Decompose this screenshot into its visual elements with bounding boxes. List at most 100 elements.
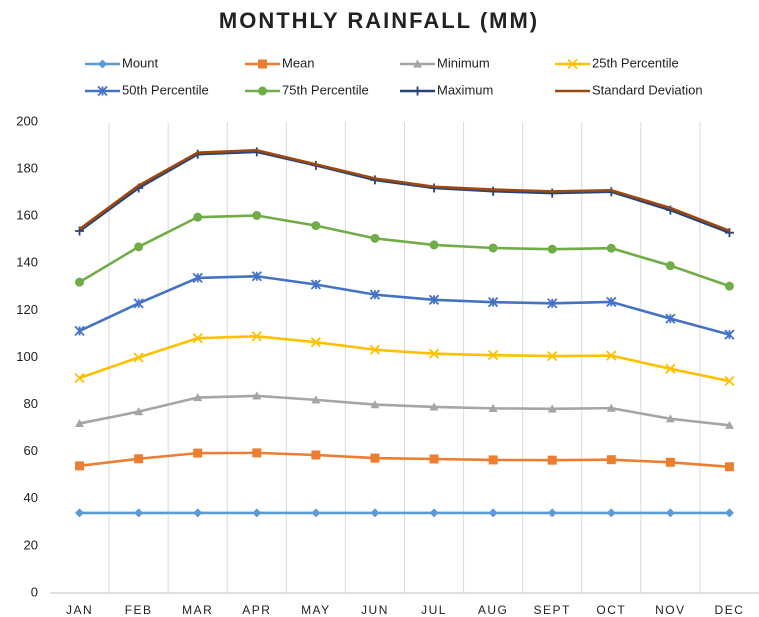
point (370, 233, 380, 243)
point (547, 244, 557, 254)
point (429, 240, 439, 250)
point (487, 297, 499, 308)
point (252, 391, 262, 400)
point (724, 508, 734, 518)
point (724, 281, 734, 291)
legend-label: 25th Percentile (592, 55, 679, 70)
y-tick-label: 60 (24, 443, 38, 458)
point (665, 414, 675, 423)
point (724, 462, 734, 472)
point (311, 395, 321, 404)
point (429, 508, 439, 518)
line (79, 335, 730, 383)
legend-marker (98, 59, 107, 69)
point (488, 186, 498, 196)
point (606, 508, 616, 518)
point (192, 333, 203, 344)
point (547, 350, 558, 362)
point (311, 221, 321, 231)
point (133, 352, 144, 363)
point (193, 508, 203, 518)
x-tick-label: JUL (421, 603, 447, 617)
x-tick-label: NOV (655, 603, 686, 617)
y-tick-label: 120 (16, 302, 38, 317)
point (428, 348, 440, 359)
line (79, 394, 730, 427)
point (369, 289, 381, 300)
x-tick-label: FEB (125, 603, 153, 617)
point (488, 508, 498, 518)
point (133, 298, 144, 309)
point (134, 242, 144, 252)
point (606, 350, 617, 361)
point (665, 261, 675, 271)
x-tick-label: MAR (182, 603, 213, 617)
y-tick-label: 160 (16, 208, 38, 223)
legend-marker (258, 59, 267, 69)
point (251, 331, 262, 342)
point (488, 455, 498, 465)
point (193, 212, 203, 222)
point (487, 350, 499, 361)
line (78, 274, 730, 336)
point (75, 277, 85, 287)
point (252, 210, 262, 220)
point (665, 363, 676, 374)
y-tick-label: 180 (16, 161, 38, 176)
legend-label: Mount (122, 55, 159, 70)
legend-label: Mean (282, 55, 315, 70)
x-tick-label: DEC (715, 603, 745, 617)
x-tick-label: AUG (478, 603, 509, 617)
point (429, 402, 439, 411)
point (488, 403, 498, 412)
point (606, 403, 616, 412)
legend-label: 50th Percentile (122, 82, 209, 97)
legend-label: Minimum (437, 55, 490, 70)
point (251, 271, 262, 282)
line (78, 148, 730, 233)
point (193, 448, 203, 458)
line (78, 214, 730, 288)
x-tick-label: JUN (361, 603, 389, 617)
point (74, 325, 85, 337)
point (547, 404, 557, 413)
point (665, 457, 675, 467)
point (134, 454, 144, 464)
point (311, 508, 321, 518)
y-tick-label: 40 (24, 490, 38, 505)
point (370, 453, 380, 463)
legend-marker (97, 85, 108, 97)
point (665, 508, 675, 518)
point (606, 296, 617, 308)
point (547, 298, 558, 309)
legend-label: Maximum (437, 82, 493, 97)
point (724, 375, 735, 387)
point (724, 329, 735, 340)
x-tick-label: MAY (301, 603, 331, 617)
point (724, 420, 734, 429)
point (606, 243, 616, 253)
point (370, 400, 380, 409)
point (429, 454, 439, 464)
y-tick-label: 100 (16, 349, 38, 364)
y-tick-label: 140 (16, 255, 38, 270)
point (192, 272, 203, 284)
legend-marker (413, 86, 422, 96)
point (74, 372, 85, 384)
point (252, 508, 262, 518)
point (75, 461, 85, 471)
legend-marker (413, 59, 422, 68)
point (75, 508, 85, 518)
x-tick-label: JAN (66, 603, 93, 617)
y-tick-label: 0 (31, 584, 38, 599)
x-tick-label: OCT (596, 603, 626, 617)
point (134, 508, 144, 518)
legend-marker (567, 58, 578, 70)
point (75, 418, 85, 428)
point (370, 508, 380, 518)
point (311, 450, 321, 460)
point (369, 344, 381, 355)
point (252, 448, 262, 458)
point (606, 455, 616, 465)
